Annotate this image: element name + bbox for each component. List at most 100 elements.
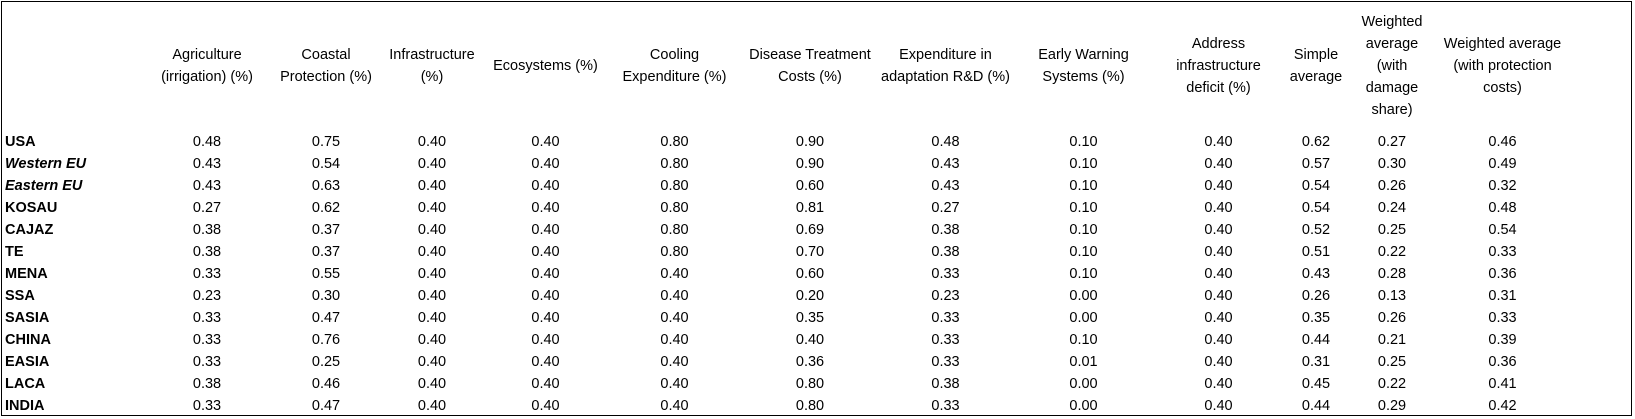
table-row: SASIA 0.33 0.47 0.40 0.40 0.40 0.35 0.33 0.00 0.4… [3, 307, 1571, 329]
value-cell: 0.35 [795, 310, 825, 326]
value-cell: 0.33 [931, 310, 960, 326]
value-cell: 0.33 [931, 398, 960, 414]
value-cell: 0.22 [1377, 376, 1407, 392]
value-cell: 0.43 [1301, 266, 1331, 282]
value-cell: 0.26 [1377, 178, 1407, 194]
value-cell: 0.48 [1488, 200, 1517, 216]
value-cell: 0.10 [1069, 134, 1098, 150]
value-cell: 0.31 [1488, 288, 1517, 304]
value-cell: 0.23 [192, 288, 222, 304]
value-cell: 0.40 [417, 288, 447, 304]
column-header: Weighted average (with damage share) [1361, 13, 1423, 118]
value-cell: 0.29 [1377, 398, 1407, 414]
value-cell: 0.90 [795, 134, 825, 150]
header-row: Agriculture (irrigation) (%) Coastal Pro… [3, 0, 1571, 131]
value-cell: 0.38 [192, 222, 222, 238]
value-cell: 0.80 [660, 222, 689, 238]
value-cell: 0.40 [1204, 134, 1233, 150]
value-cell: 0.62 [311, 200, 341, 216]
column-header: Cooling Expenditure (%) [622, 46, 727, 85]
value-cell: 0.60 [795, 178, 825, 194]
value-cell: 0.33 [931, 332, 960, 348]
value-cell: 0.38 [931, 244, 960, 260]
value-cell: 0.01 [1069, 354, 1098, 370]
value-cell: 0.40 [417, 134, 447, 150]
value-cell: 0.31 [1301, 354, 1331, 370]
value-cell: 0.30 [311, 288, 341, 304]
value-cell: 0.54 [311, 156, 341, 172]
value-cell: 0.40 [660, 310, 689, 326]
value-cell: 0.54 [1301, 178, 1331, 194]
table-row: USA 0.48 0.75 0.40 0.40 0.80 0.90 0.48 0.10 0.40 0… [3, 131, 1571, 153]
value-cell: 0.60 [795, 266, 825, 282]
value-cell: 0.69 [795, 222, 825, 238]
value-cell: 0.40 [531, 354, 560, 370]
value-cell: 0.00 [1069, 376, 1098, 392]
value-cell: 0.36 [1488, 354, 1517, 370]
value-cell: 0.40 [531, 244, 560, 260]
column-header: Weighted average (with protection costs) [1443, 35, 1562, 96]
value-cell: 0.00 [1069, 288, 1098, 304]
value-cell: 0.40 [417, 310, 447, 326]
region-label: CAJAZ [5, 222, 54, 238]
value-cell: 0.48 [931, 134, 960, 150]
value-cell: 0.40 [417, 178, 447, 194]
value-cell: 0.44 [1301, 398, 1331, 414]
value-cell: 0.43 [192, 156, 222, 172]
table-row: Eastern EU 0.43 0.63 0.40 0.40 0.80 0.60 0.43 0.… [3, 175, 1571, 197]
column-header: Infrastructure (%) [389, 46, 475, 85]
value-cell: 0.10 [1069, 266, 1098, 282]
value-cell: 0.41 [1488, 376, 1517, 392]
value-cell: 0.33 [192, 310, 222, 326]
value-cell: 0.40 [531, 376, 560, 392]
value-cell: 0.80 [660, 178, 689, 194]
value-cell: 0.10 [1069, 200, 1098, 216]
value-cell: 0.25 [1377, 222, 1407, 238]
region-label: KOSAU [5, 200, 58, 216]
value-cell: 0.40 [1204, 288, 1233, 304]
value-cell: 0.40 [531, 156, 560, 172]
value-cell: 0.47 [311, 310, 341, 326]
value-cell: 0.40 [660, 332, 689, 348]
table-row: CAJAZ 0.38 0.37 0.40 0.40 0.80 0.69 0.38 0.10 0.4… [3, 219, 1571, 241]
value-cell: 0.22 [1377, 244, 1407, 260]
table-row: KOSAU 0.27 0.62 0.40 0.40 0.80 0.81 0.27 0.10 0.4… [3, 197, 1571, 219]
table-row: TE 0.38 0.37 0.40 0.40 0.80 0.70 0.38 0.10 0.40 0.… [3, 241, 1571, 263]
value-cell: 0.80 [660, 134, 689, 150]
table-body: USA 0.48 0.75 0.40 0.40 0.80 0.90 0.48 0.10 0.40 0… [3, 131, 1571, 417]
value-cell: 0.40 [531, 178, 560, 194]
value-cell: 0.80 [795, 398, 825, 414]
value-cell: 0.47 [311, 398, 341, 414]
region-label: LACA [5, 376, 46, 392]
value-cell: 0.40 [660, 288, 689, 304]
value-cell: 0.40 [417, 398, 447, 414]
value-cell: 0.28 [1377, 266, 1407, 282]
table-header: Agriculture (irrigation) (%) Coastal Pro… [3, 0, 1571, 131]
column-header: Address infrastructure deficit (%) [1176, 35, 1261, 96]
region-label: MENA [5, 266, 48, 282]
region-label: SSA [5, 288, 35, 304]
value-cell: 0.40 [531, 398, 560, 414]
value-cell: 0.40 [1204, 332, 1233, 348]
value-cell: 0.36 [1488, 266, 1517, 282]
value-cell: 0.40 [660, 376, 689, 392]
value-cell: 0.40 [417, 354, 447, 370]
value-cell: 0.33 [1488, 244, 1517, 260]
value-cell: 0.33 [931, 266, 960, 282]
value-cell: 0.80 [660, 200, 689, 216]
value-cell: 0.40 [660, 354, 689, 370]
value-cell: 0.40 [531, 288, 560, 304]
table-row: EASIA 0.33 0.25 0.40 0.40 0.40 0.36 0.33 0.01 0.4… [3, 351, 1571, 373]
value-cell: 0.42 [1488, 398, 1517, 414]
value-cell: 0.54 [1301, 200, 1331, 216]
value-cell: 0.38 [931, 376, 960, 392]
value-cell: 0.33 [192, 398, 222, 414]
value-cell: 0.62 [1301, 134, 1331, 150]
value-cell: 0.40 [660, 266, 689, 282]
value-cell: 0.35 [1301, 310, 1331, 326]
value-cell: 0.36 [795, 354, 825, 370]
column-header: Ecosystems (%) [493, 57, 598, 74]
value-cell: 0.38 [192, 244, 222, 260]
value-cell: 0.49 [1488, 156, 1517, 172]
value-cell: 0.80 [795, 376, 825, 392]
